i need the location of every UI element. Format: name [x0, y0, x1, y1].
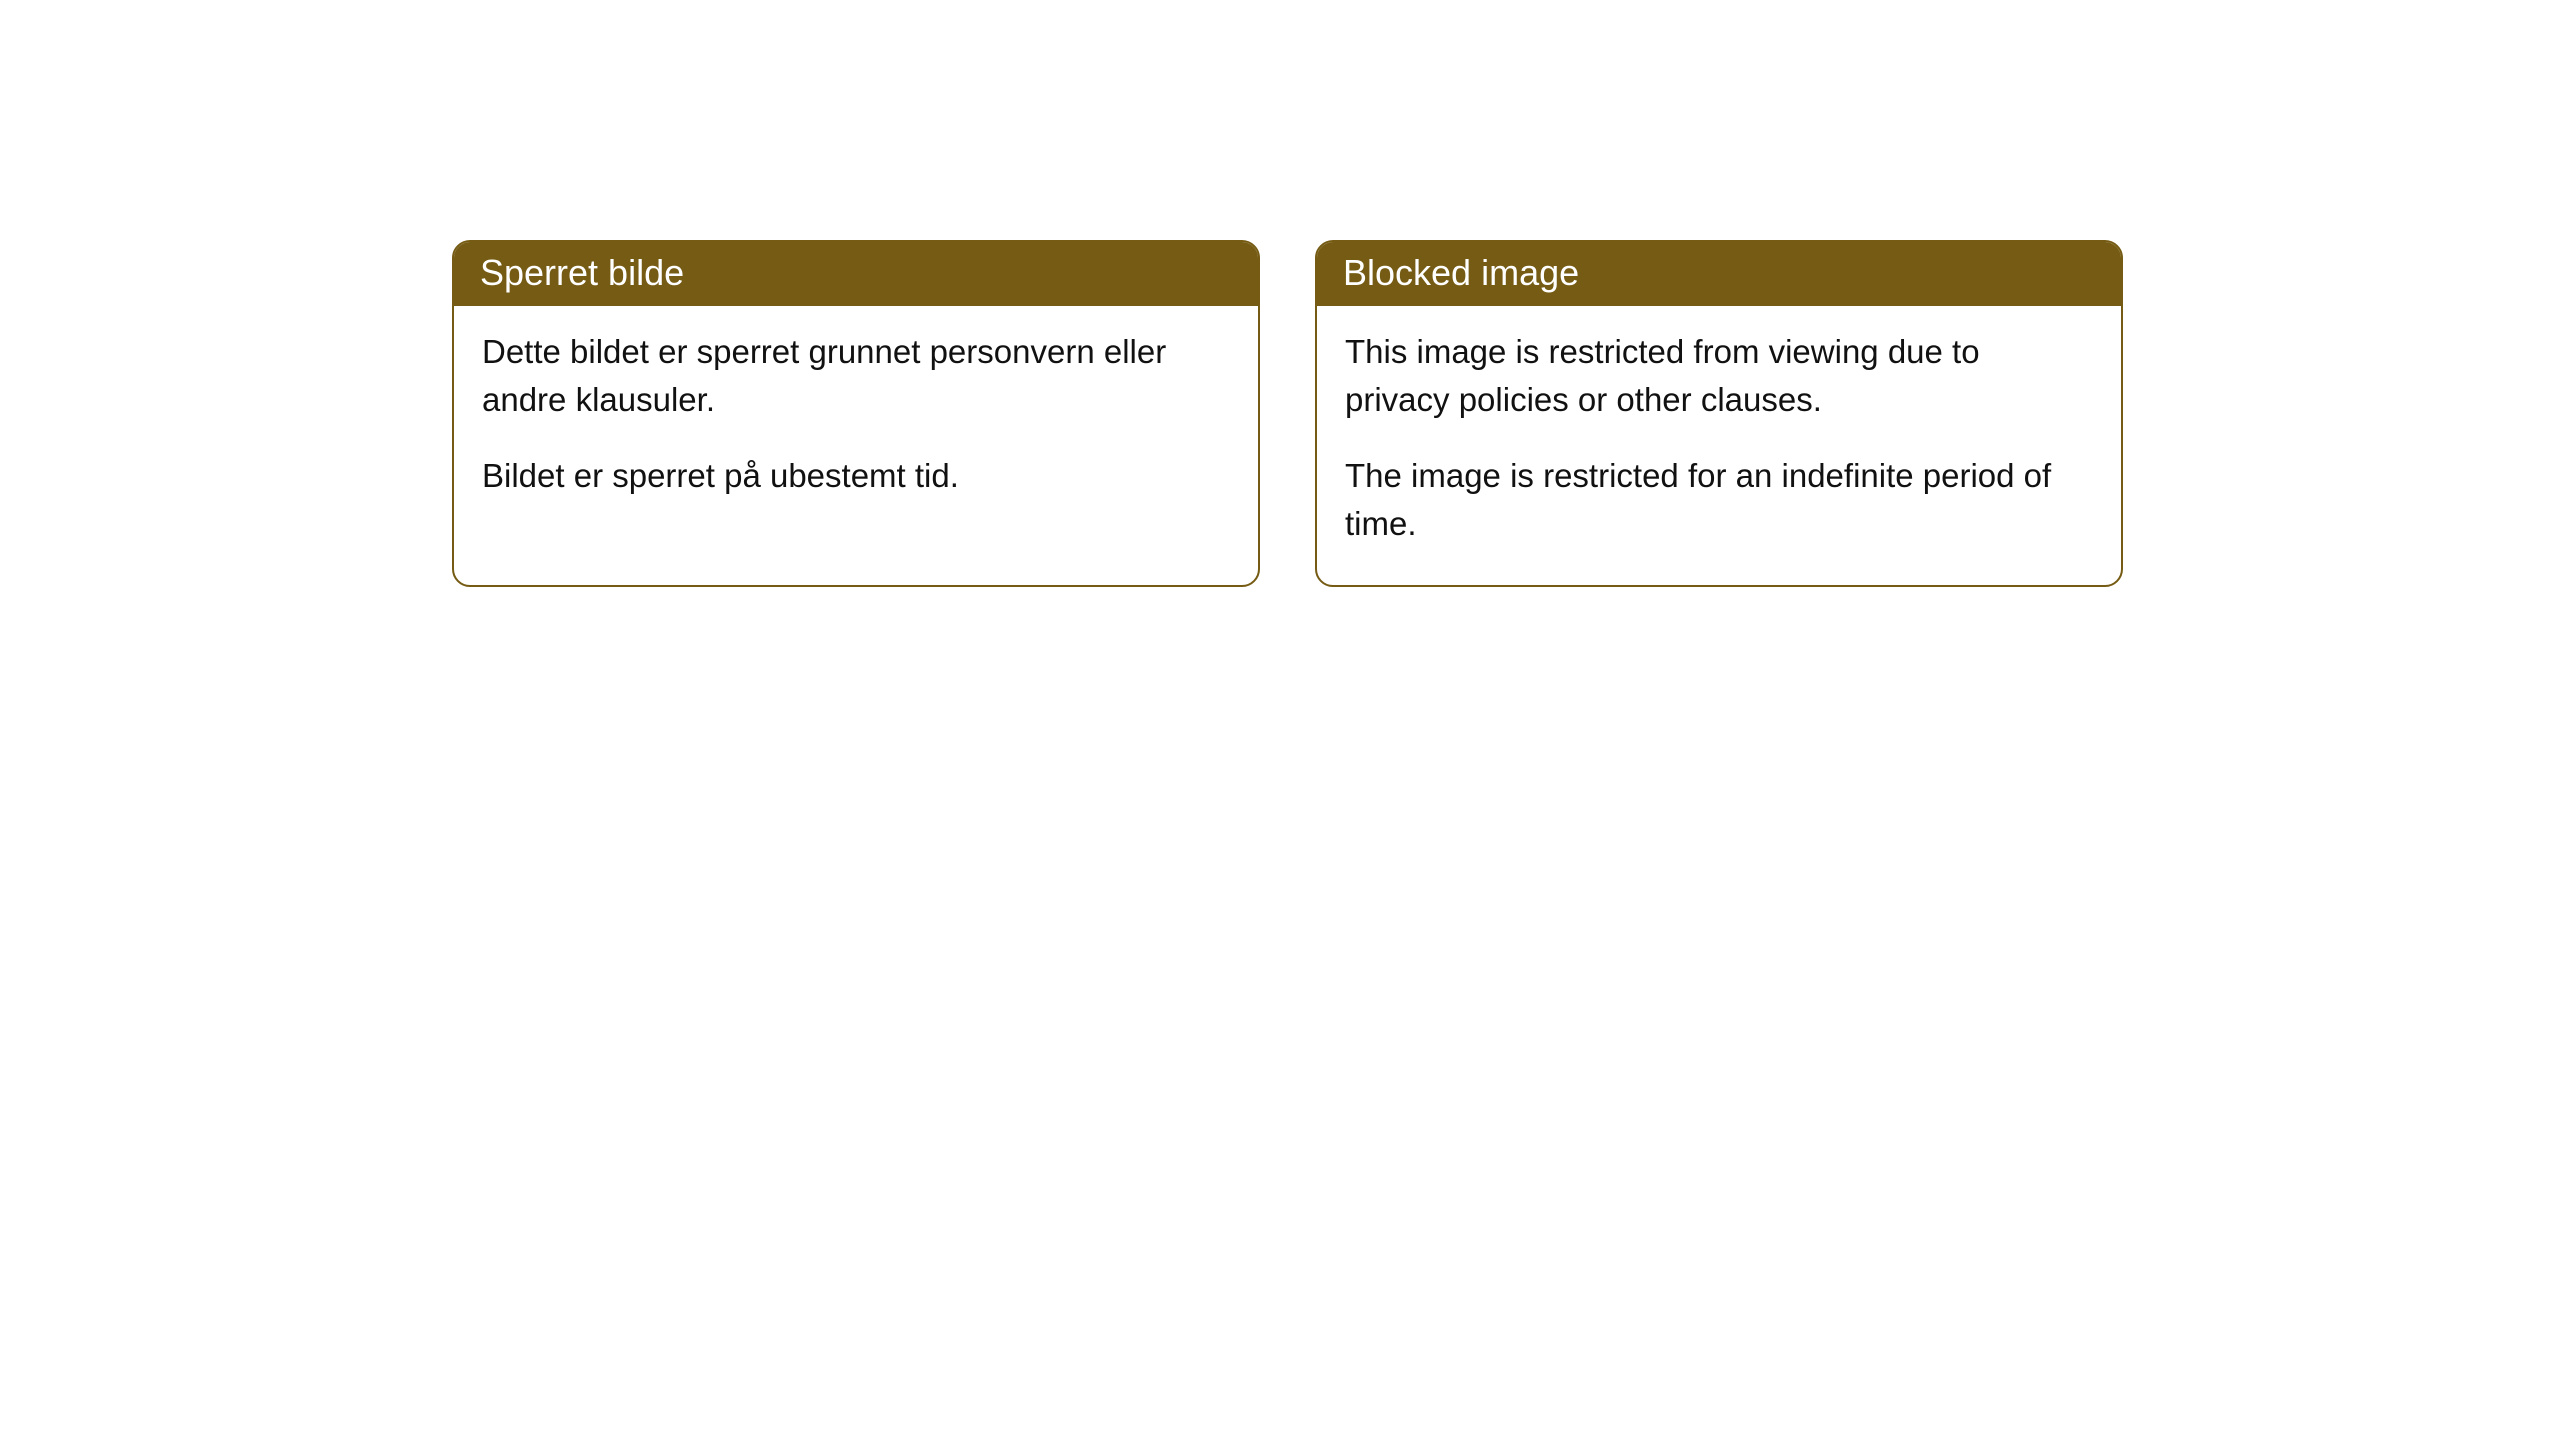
card-body: Dette bildet er sperret grunnet personve… — [454, 306, 1258, 538]
card-header: Blocked image — [1317, 242, 2121, 306]
card-paragraph: Dette bildet er sperret grunnet personve… — [482, 328, 1230, 424]
blocked-image-cards: Sperret bilde Dette bildet er sperret gr… — [452, 240, 2123, 587]
card-paragraph: The image is restricted for an indefinit… — [1345, 452, 2093, 548]
blocked-image-card-en: Blocked image This image is restricted f… — [1315, 240, 2123, 587]
blocked-image-card-no: Sperret bilde Dette bildet er sperret gr… — [452, 240, 1260, 587]
card-paragraph: Bildet er sperret på ubestemt tid. — [482, 452, 1230, 500]
card-paragraph: This image is restricted from viewing du… — [1345, 328, 2093, 424]
card-body: This image is restricted from viewing du… — [1317, 306, 2121, 585]
card-header: Sperret bilde — [454, 242, 1258, 306]
